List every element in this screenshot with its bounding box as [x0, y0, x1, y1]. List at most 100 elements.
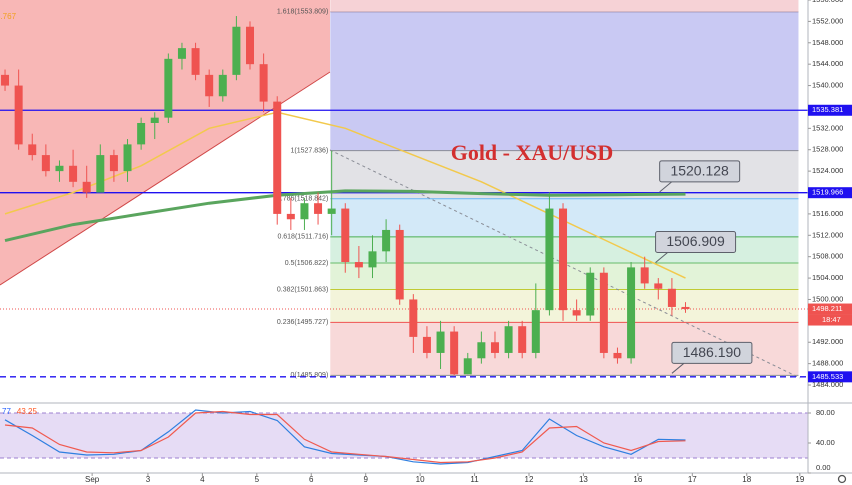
- candle-body: [82, 181, 91, 193]
- candle-body: [137, 122, 146, 145]
- price-label-bg: [808, 303, 852, 315]
- candle-body: [518, 326, 527, 353]
- candle-body: [436, 331, 445, 353]
- chart-title: Gold - XAU/USD: [451, 140, 614, 165]
- candle-body: [41, 155, 50, 172]
- fib-label: 1.618(1553.809): [277, 9, 328, 16]
- candle-body: [218, 74, 227, 97]
- price-label: 1498.211: [812, 304, 843, 313]
- fib-label: 1(1527.836): [291, 147, 329, 154]
- y-tick-label: 0.00: [816, 463, 831, 472]
- candles-layer: [1, 16, 690, 376]
- candle-body: [382, 229, 391, 252]
- x-tick-label: 19: [795, 475, 804, 484]
- candle-body: [28, 144, 37, 156]
- indicator-value: 77: [2, 407, 11, 416]
- price-label: 1485.533: [812, 372, 843, 381]
- candle-body: [463, 358, 472, 375]
- indicator-line: [4, 409, 686, 465]
- x-tick-label: 4: [200, 475, 205, 484]
- indicator-value: 5.767: [0, 12, 17, 21]
- x-tick-label: 6: [309, 475, 314, 484]
- candle-body: [450, 331, 459, 375]
- gear[interactable]: [837, 474, 847, 484]
- callout-pointer: [659, 181, 672, 193]
- y-tick-label: 1540.000: [812, 81, 843, 90]
- callout-box: [659, 160, 741, 183]
- y-tick-label: 1552.000: [812, 16, 843, 25]
- fib-top-zone: [330, 0, 799, 12]
- candle-body: [191, 48, 200, 75]
- price-label-bg: [808, 104, 852, 116]
- indicator-line: [4, 410, 686, 464]
- y-tick-label: 1524.000: [812, 166, 843, 175]
- candle-body: [531, 310, 540, 353]
- x-tick-label: 12: [525, 475, 534, 484]
- candle-body: [69, 165, 78, 182]
- candle-body: [559, 208, 568, 311]
- countdown: 18:47: [822, 315, 841, 324]
- callout-box: [671, 341, 753, 364]
- callout-label: 1520.128: [670, 163, 729, 179]
- settings-icon[interactable]: [837, 474, 847, 484]
- y-tick-label: 1484.000: [812, 380, 843, 389]
- candle-body: [368, 251, 377, 268]
- x-tick-label: 16: [633, 475, 642, 484]
- candle-body: [667, 288, 676, 307]
- x-tick-label: 11: [470, 475, 479, 484]
- price-label-bg: [808, 371, 852, 383]
- price-label: 1519.966: [812, 188, 843, 197]
- y-tick-label: 1548.000: [812, 38, 843, 47]
- x-tick-label: 18: [742, 475, 751, 484]
- candle-body: [96, 155, 105, 193]
- candle-body: [123, 144, 132, 172]
- lines-layer: [0, 109, 808, 378]
- candle-body: [395, 229, 404, 300]
- candle-body: [55, 165, 64, 172]
- candle-body: [640, 267, 649, 284]
- fib-label: 0.618(1511.716): [277, 234, 328, 241]
- candle-body: [490, 342, 499, 353]
- fib-zone: [330, 11, 799, 151]
- candle-body: [327, 208, 336, 214]
- candle-body: [273, 101, 282, 214]
- candle-body: [259, 64, 268, 102]
- candle-body: [477, 342, 486, 359]
- candle-body: [232, 26, 241, 75]
- candle-body: [205, 74, 214, 97]
- candle-body: [599, 272, 608, 353]
- moving-average: [4, 189, 686, 243]
- indicator-value: 43.25: [17, 407, 38, 416]
- y-tick-label: 1532.000: [812, 123, 843, 132]
- candle-body: [109, 155, 118, 172]
- fib-label: 0.236(1495.727): [277, 319, 328, 326]
- candle-body: [246, 26, 255, 65]
- y-tick-label: 1512.000: [812, 230, 843, 239]
- annotation-layer: Gold - XAU/USD 5.767 1520.128 1506.909 148…: [0, 12, 753, 374]
- candle-body: [613, 352, 622, 359]
- y-tick-label: 40.00: [816, 438, 835, 447]
- candle-body: [300, 203, 309, 220]
- candle-body: [504, 326, 513, 353]
- price-axis: [808, 0, 852, 485]
- y-tick-label: 1516.000: [812, 209, 843, 218]
- price-label: 1535.381: [812, 105, 843, 114]
- x-tick-label: 9: [363, 475, 368, 484]
- callout-label: 1486.190: [683, 344, 742, 360]
- y-tick-label: 1544.000: [812, 59, 843, 68]
- indicator-band: [0, 413, 808, 458]
- y-tick-label: 1528.000: [812, 145, 843, 154]
- candle-body: [545, 208, 554, 311]
- candle-body: [586, 272, 595, 316]
- candle-body: [1, 74, 10, 86]
- y-tick-label: 1492.000: [812, 337, 843, 346]
- candle-body: [572, 310, 581, 316]
- fib-label: 0.5(1506.822): [285, 260, 329, 267]
- axis-layer: 1535.381 1519.966 1498.211 18:47 1485.533 155…: [85, 0, 852, 484]
- candle-body: [354, 262, 363, 268]
- fib-label: 0.382(1501.863): [277, 286, 328, 293]
- candle-body: [177, 48, 186, 59]
- candle-body: [422, 336, 431, 353]
